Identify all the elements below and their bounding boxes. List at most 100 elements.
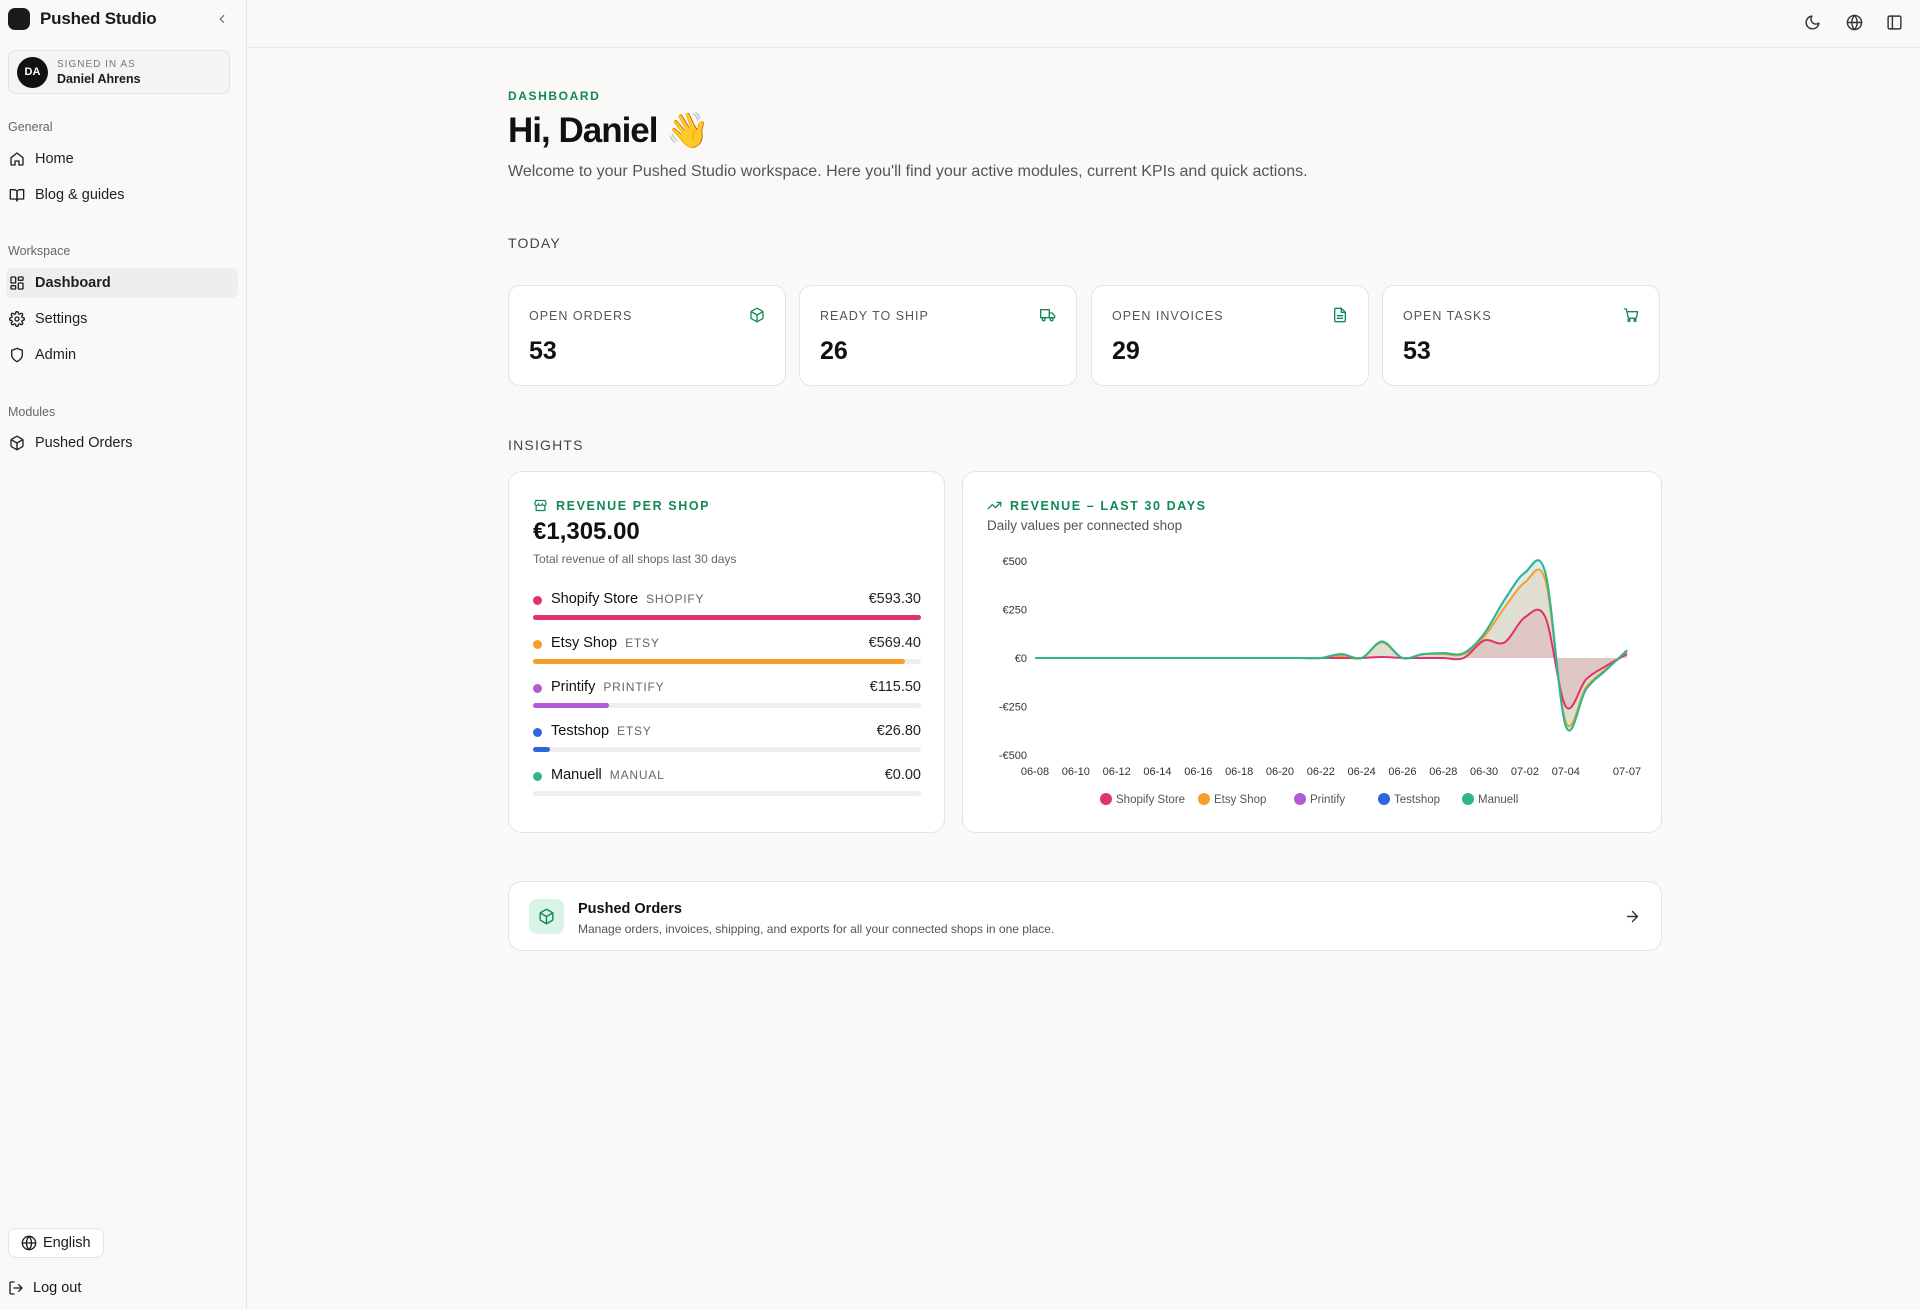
- shop-color-dot: [533, 596, 542, 605]
- user-card[interactable]: DA Signed in as Daniel Ahrens: [8, 50, 230, 94]
- revenue-chart-card: REVENUE – LAST 30 DAYS Daily values per …: [962, 471, 1662, 833]
- section-label-modules: Modules: [8, 405, 56, 419]
- shop-progress-track: [533, 703, 921, 708]
- x-tick-label: 06-14: [1143, 766, 1171, 778]
- shop-progress-fill: [533, 703, 609, 708]
- sidebar-item-settings[interactable]: Settings: [6, 304, 238, 334]
- y-tick-label: €0: [1015, 653, 1027, 665]
- toggle-panel-button[interactable]: [1882, 10, 1906, 34]
- book-open-icon: [9, 189, 25, 202]
- area-total: [1035, 560, 1627, 731]
- sidebar-item-label: Blog & guides: [35, 187, 125, 203]
- kpi-card-open-invoices[interactable]: OPEN INVOICES 29: [1091, 285, 1369, 386]
- card-title-text: REVENUE PER SHOP: [556, 498, 711, 513]
- shop-type: SHOPIFY: [646, 592, 705, 606]
- legend-swatch: [1100, 793, 1112, 805]
- shop-type: ETSY: [617, 724, 652, 738]
- kpi-value: 53: [1403, 337, 1431, 365]
- shop-progress-fill: [533, 747, 551, 752]
- shop-color-dot: [533, 772, 542, 781]
- language-switch-button[interactable]: [1842, 10, 1866, 34]
- x-tick-label: 06-26: [1388, 766, 1416, 778]
- total-revenue-caption: Total revenue of all shops last 30 days: [533, 552, 737, 566]
- shop-revenue: €26.80: [876, 723, 921, 739]
- series-line-manuell: [1035, 559, 1628, 732]
- legend-label: Etsy Shop: [1214, 794, 1266, 806]
- card-title-text: REVENUE – LAST 30 DAYS: [1010, 498, 1207, 513]
- layout-grid-icon: [10, 276, 24, 290]
- package-icon: [750, 307, 764, 323]
- shop-progress-track: [533, 615, 921, 620]
- log-out-icon: [9, 1281, 23, 1295]
- legend-label: Printify: [1310, 794, 1345, 806]
- kpi-label: READY TO SHIP: [820, 309, 929, 323]
- x-tick-label: 06-22: [1307, 766, 1335, 778]
- moon-icon: [1805, 14, 1820, 29]
- sidebar-item-label: Home: [35, 151, 74, 167]
- arrow-right-icon: [1626, 910, 1639, 923]
- avatar: DA: [17, 56, 48, 88]
- logout-button[interactable]: Log out: [8, 1275, 81, 1301]
- shop-revenue: €593.30: [868, 591, 921, 607]
- sidebar-item-label: Pushed Orders: [35, 435, 133, 451]
- section-label-general: General: [8, 120, 53, 134]
- shop-color-dot: [533, 640, 542, 649]
- chart-subtitle: Daily values per connected shop: [987, 518, 1183, 533]
- store-icon: [534, 499, 547, 512]
- sidebar-item-dashboard[interactable]: Dashboard: [6, 268, 238, 298]
- theme-toggle-button[interactable]: [1800, 10, 1824, 34]
- shop-name: Manuell MANUAL: [551, 767, 665, 783]
- shop-row: Testshop ETSY €26.80: [533, 723, 921, 757]
- section-heading-insights: INSIGHTS: [508, 437, 584, 453]
- kpi-label: OPEN INVOICES: [1112, 309, 1224, 323]
- shop-row: Manuell MANUAL €0.00: [533, 767, 921, 801]
- total-revenue: €1,305.00: [533, 518, 640, 545]
- sidebar-item-label: Admin: [35, 347, 77, 363]
- shop-progress-fill: [533, 615, 921, 620]
- sidebar-item-pushed-orders[interactable]: Pushed Orders: [6, 428, 238, 458]
- kpi-value: 26: [820, 337, 848, 365]
- shop-type: ETSY: [625, 636, 660, 650]
- shop-progress-track: [533, 659, 921, 664]
- brand-name: Pushed Studio: [40, 9, 157, 28]
- revenue-chart-title: REVENUE – LAST 30 DAYS: [987, 498, 1207, 513]
- signed-in-label: Signed in as: [57, 58, 136, 70]
- legend-label: Shopify Store: [1116, 794, 1185, 806]
- kpi-label: OPEN ORDERS: [529, 309, 633, 323]
- shop-name: Etsy Shop ETSY: [551, 635, 660, 651]
- kpi-card-ready-to-ship[interactable]: READY TO SHIP 26: [799, 285, 1077, 386]
- shop-progress-fill: [533, 659, 906, 664]
- section-heading-today: TODAY: [508, 235, 561, 251]
- revenue-per-shop-card: REVENUE PER SHOP €1,305.00 Total revenue…: [508, 471, 945, 833]
- area-shopify: [1035, 609, 1627, 709]
- collapse-sidebar-button[interactable]: [212, 9, 232, 29]
- topbar: [248, 0, 1920, 48]
- brand[interactable]: Pushed Studio: [8, 8, 157, 30]
- language-button[interactable]: English: [8, 1228, 104, 1258]
- shop-name: Printify PRINTIFY: [551, 679, 665, 695]
- legend-label: Testshop: [1394, 794, 1440, 806]
- legend-swatch: [1378, 793, 1390, 805]
- kpi-card-open-orders[interactable]: OPEN ORDERS 53: [508, 285, 786, 386]
- x-tick-label: 07-07: [1613, 766, 1641, 778]
- legend-label: Manuell: [1478, 794, 1518, 806]
- logout-label: Log out: [33, 1280, 82, 1296]
- y-tick-label: €250: [1003, 605, 1027, 617]
- x-tick-label: 06-30: [1470, 766, 1498, 778]
- brand-logo: [8, 8, 30, 30]
- shop-revenue: €569.40: [868, 635, 921, 651]
- sidebar-item-admin[interactable]: Admin: [6, 340, 238, 370]
- sidebar-item-blog[interactable]: Blog & guides: [6, 180, 238, 210]
- shop-row: Etsy Shop ETSY €569.40: [533, 635, 921, 669]
- trending-up-icon: [987, 501, 1002, 510]
- sidebar-item-home[interactable]: Home: [6, 144, 238, 174]
- kpi-card-open-tasks[interactable]: OPEN TASKS 53: [1382, 285, 1660, 386]
- page-eyebrow: DASHBOARD: [508, 89, 601, 103]
- truck-icon: [1040, 309, 1056, 322]
- user-name: Daniel Ahrens: [57, 71, 141, 86]
- kpi-value: 29: [1112, 337, 1140, 365]
- module-card-pushed-orders[interactable]: Pushed Orders Manage orders, invoices, s…: [508, 881, 1662, 951]
- shop-name: Shopify Store SHOPIFY: [551, 591, 705, 607]
- shop-color-dot: [533, 684, 542, 693]
- panel-left-icon: [1886, 14, 1902, 30]
